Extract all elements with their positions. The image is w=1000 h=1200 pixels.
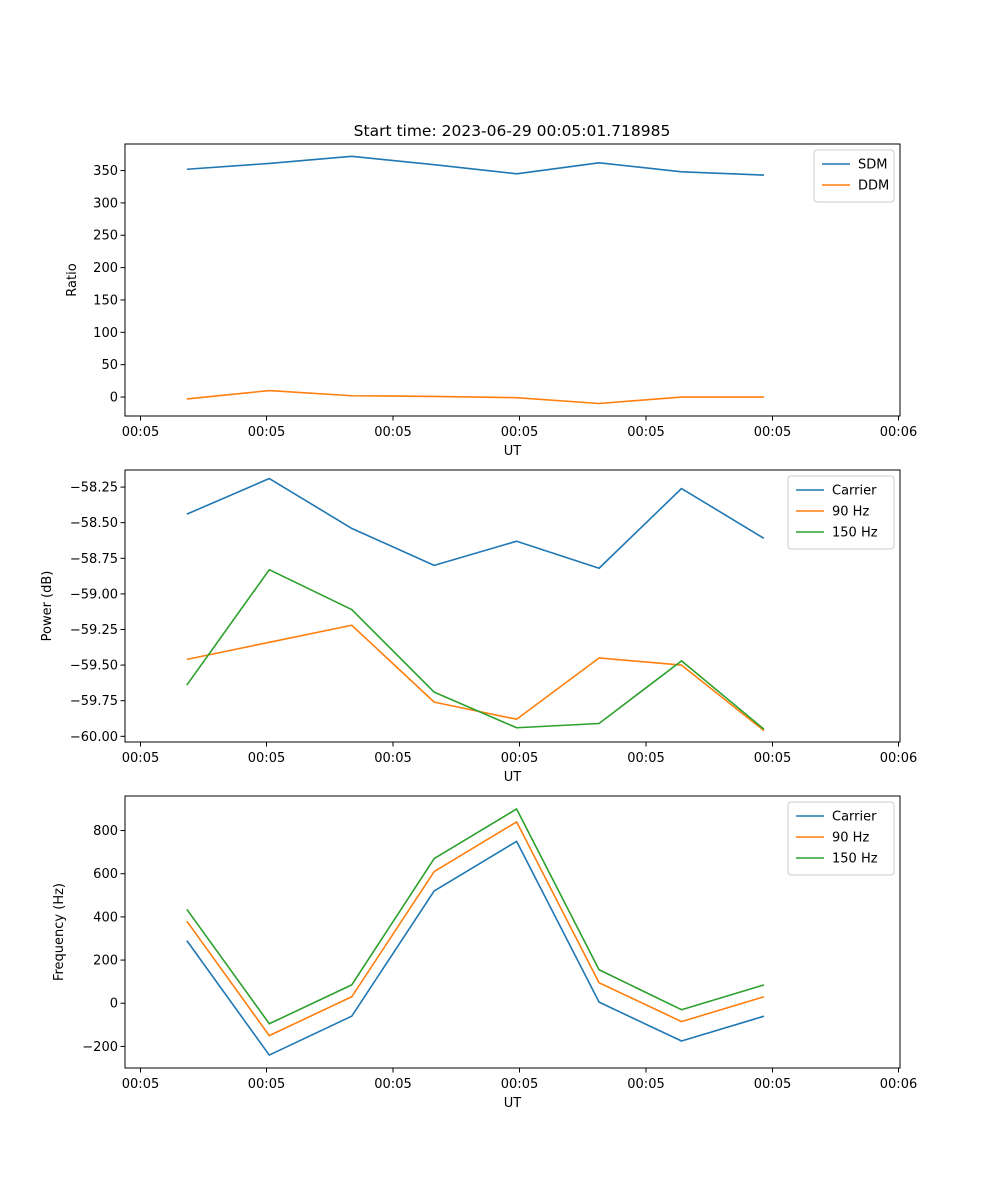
y-tick-label: 0 <box>110 391 118 406</box>
y-tick-label: 300 <box>93 196 118 211</box>
y-axis-label: Power (dB) <box>40 571 55 642</box>
legend-box <box>787 801 895 876</box>
x-tick-label: 00:05 <box>122 425 159 440</box>
chart-title: Start time: 2023-06-29 00:05:01.718985 <box>354 122 671 140</box>
x-axis-label: UT <box>504 1096 522 1111</box>
legend-box <box>813 149 895 203</box>
y-tick-label: 200 <box>93 261 118 276</box>
series-line-frequency-carrier <box>186 840 765 1056</box>
legend-label: 150 Hz <box>832 852 878 867</box>
y-tick-label: −59.75 <box>70 694 118 709</box>
x-tick-label: 00:05 <box>374 751 411 766</box>
y-tick-label: −59.00 <box>70 587 118 602</box>
legend-label: 90 Hz <box>832 831 869 846</box>
y-tick-label: 100 <box>93 326 118 341</box>
legend-label: 90 Hz <box>832 505 869 520</box>
series-line-frequency-150-hz <box>186 808 765 1025</box>
x-tick-label: 00:05 <box>122 1077 159 1092</box>
x-tick-label: 00:05 <box>754 1077 791 1092</box>
x-tick-label: 00:05 <box>501 751 538 766</box>
x-tick-label: 00:05 <box>501 1077 538 1092</box>
axes-frame <box>124 143 901 417</box>
legend-label: 150 Hz <box>832 526 878 541</box>
x-tick-label: 00:05 <box>627 425 664 440</box>
x-axis-label: UT <box>504 770 522 785</box>
legend-label: SDM <box>858 158 887 173</box>
y-tick-label: 50 <box>101 358 118 373</box>
x-axis-label: UT <box>504 444 522 459</box>
x-tick-label: 00:05 <box>374 1077 411 1092</box>
y-tick-label: 800 <box>93 824 118 839</box>
series-line-ratio-ddm <box>186 389 764 405</box>
x-tick-label: 00:05 <box>627 1077 664 1092</box>
y-tick-label: −58.25 <box>70 481 118 496</box>
series-line-ratio-sdm <box>186 155 764 176</box>
legend: Carrier 90 Hz 150 Hz <box>787 475 895 550</box>
x-tick-label: 00:05 <box>754 751 791 766</box>
subplot-frequency: 00:05 00:05 00:05 00:05 00:05 00:05 00:06 −200 0… <box>52 795 917 1111</box>
y-tick-label: 600 <box>93 867 118 882</box>
x-tick-label: 00:06 <box>880 425 917 440</box>
axes-frame <box>124 469 901 743</box>
y-axis-label: Frequency (Hz) <box>52 883 67 981</box>
x-tick-label: 00:06 <box>880 751 917 766</box>
x-tick-label: 00:05 <box>754 425 791 440</box>
x-tick-label: 00:05 <box>248 1077 285 1092</box>
legend-label: Carrier <box>832 810 877 825</box>
y-axis-label: Ratio <box>65 263 80 296</box>
x-tick-label: 00:05 <box>627 751 664 766</box>
x-tick-label: 00:05 <box>248 425 285 440</box>
y-tick-label: −59.25 <box>70 623 118 638</box>
x-tick-label: 00:05 <box>248 751 285 766</box>
series-line-power-carrier <box>186 477 765 570</box>
x-tick-label: 00:05 <box>501 425 538 440</box>
y-tick-label: 250 <box>93 229 118 244</box>
y-tick-label: −200 <box>82 1040 118 1055</box>
y-tick-label: −58.75 <box>70 552 118 567</box>
series-line-frequency-90-hz <box>186 821 765 1037</box>
y-tick-label: −59.50 <box>70 659 118 674</box>
x-tick-label: 00:06 <box>880 1077 917 1092</box>
subplot-ratio: 00:05 00:05 00:05 00:05 00:05 00:05 00:06 0 50 10… <box>65 143 917 459</box>
legend-label: DDM <box>858 179 889 194</box>
subplot-power: 00:05 00:05 00:05 00:05 00:05 00:05 00:06 −60.0… <box>40 469 917 785</box>
y-tick-label: 400 <box>93 910 118 925</box>
legend-label: Carrier <box>832 484 877 499</box>
y-tick-label: 0 <box>110 997 118 1012</box>
legend: SDM DDM <box>813 149 895 203</box>
x-tick-label: 00:05 <box>122 751 159 766</box>
series-line-power-150-hz <box>186 568 765 730</box>
x-tick-label: 00:05 <box>374 425 411 440</box>
y-tick-label: 350 <box>93 164 118 179</box>
y-tick-label: 150 <box>93 293 118 308</box>
y-tick-label: −58.50 <box>70 516 118 531</box>
series-line-power-90-hz <box>186 624 765 732</box>
legend: Carrier 90 Hz 150 Hz <box>787 801 895 876</box>
legend-box <box>787 475 895 550</box>
axes-frame <box>124 795 901 1069</box>
y-tick-label: −60.00 <box>70 730 118 745</box>
y-tick-label: 200 <box>93 954 118 969</box>
